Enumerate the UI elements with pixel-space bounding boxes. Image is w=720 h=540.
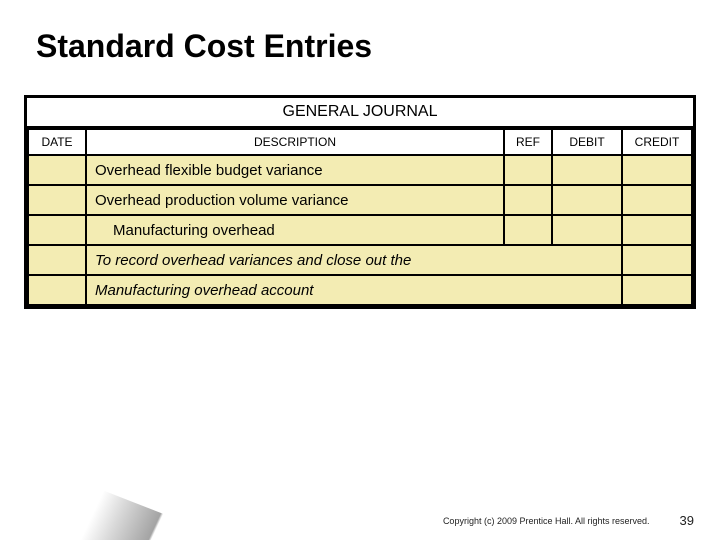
table-row: Overhead flexible budget variance [28,155,692,185]
cell-description: To record overhead variances and close o… [86,245,622,275]
cell-date [28,215,86,245]
cell-description: Manufacturing overhead account [86,275,622,305]
table-row: To record overhead variances and close o… [28,245,692,275]
col-header-description: DESCRIPTION [86,129,504,155]
col-header-debit: DEBIT [552,129,622,155]
cell-debit [552,155,622,185]
cell-credit [622,275,692,305]
slide-footer: Copyright (c) 2009 Prentice Hall. All ri… [0,513,720,528]
cell-credit [622,155,692,185]
copyright-text: Copyright (c) 2009 Prentice Hall. All ri… [443,516,650,526]
page-number: 39 [680,513,694,528]
cell-credit [622,215,692,245]
cell-description: Manufacturing overhead [86,215,504,245]
cell-description: Overhead production volume variance [86,185,504,215]
col-header-credit: CREDIT [622,129,692,155]
cell-credit [622,185,692,215]
table-row: Overhead production volume variance [28,185,692,215]
general-journal-table: GENERAL JOURNAL DATE DESCRIPTION REF DEB… [24,95,696,309]
cell-date [28,245,86,275]
cell-ref [504,155,552,185]
cell-ref [504,215,552,245]
cell-date [28,275,86,305]
journal-body: Overhead flexible budget variance Overhe… [28,155,692,305]
cell-credit [622,245,692,275]
col-header-date: DATE [28,129,86,155]
journal-grid: DATE DESCRIPTION REF DEBIT CREDIT Overhe… [27,128,693,306]
col-header-ref: REF [504,129,552,155]
journal-header: GENERAL JOURNAL [27,98,693,128]
table-row: Manufacturing overhead account [28,275,692,305]
slide-title: Standard Cost Entries [0,0,720,65]
cell-description: Overhead flexible budget variance [86,155,504,185]
cell-debit [552,215,622,245]
cell-ref [504,185,552,215]
cell-date [28,185,86,215]
column-header-row: DATE DESCRIPTION REF DEBIT CREDIT [28,129,692,155]
cell-debit [552,185,622,215]
cell-date [28,155,86,185]
table-row: Manufacturing overhead [28,215,692,245]
